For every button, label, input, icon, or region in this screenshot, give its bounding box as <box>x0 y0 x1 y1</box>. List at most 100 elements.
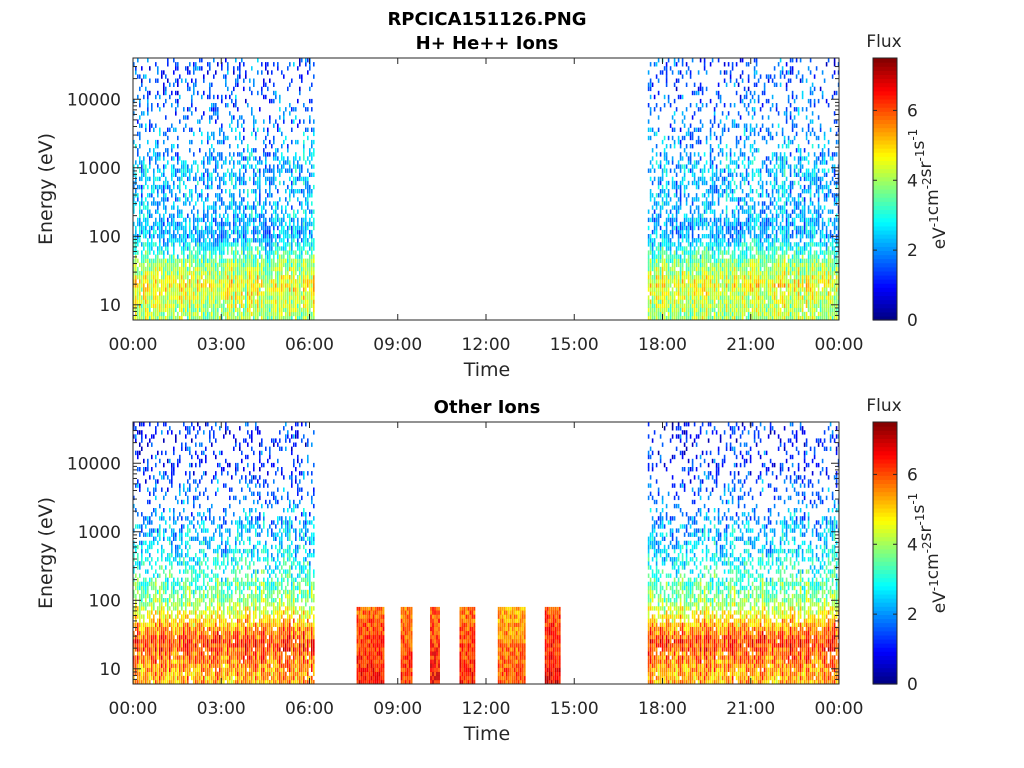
heatmap-cell <box>695 193 698 198</box>
heatmap-cell <box>191 111 193 116</box>
heatmap-cell <box>707 205 710 210</box>
heatmap-cell <box>163 262 165 268</box>
heatmap-cell <box>267 303 269 308</box>
heatmap-cell <box>289 193 291 198</box>
heatmap-cell <box>251 303 253 308</box>
heatmap-cell <box>749 189 752 194</box>
heatmap-cell <box>303 238 305 243</box>
heatmap-cell <box>295 311 297 317</box>
heatmap-cell <box>187 82 189 87</box>
heatmap-cell <box>739 172 742 177</box>
heatmap-cell <box>193 90 195 96</box>
heatmap-cell <box>291 205 293 210</box>
heatmap-cell <box>737 279 740 284</box>
heatmap-cell <box>291 283 293 288</box>
heatmap-cell <box>299 164 301 169</box>
heatmap-cell <box>667 287 670 292</box>
heatmap-cell <box>283 217 285 223</box>
heatmap-cell <box>737 156 740 161</box>
heatmap-cell <box>199 275 201 280</box>
heatmap-cell <box>221 254 223 259</box>
heatmap-cell <box>305 229 307 235</box>
heatmap-cell <box>287 168 289 173</box>
heatmap-cell <box>313 209 315 214</box>
heatmap-cell <box>693 172 696 177</box>
heatmap-cell <box>251 229 253 235</box>
heatmap-cell <box>739 221 742 227</box>
heatmap-cell <box>219 315 221 321</box>
heatmap-cell <box>213 283 215 288</box>
heatmap-cell <box>243 172 245 177</box>
heatmap-cell <box>289 299 291 304</box>
heatmap-cell <box>661 250 664 255</box>
heatmap-cell <box>299 62 301 67</box>
heatmap-cell <box>659 225 662 231</box>
heatmap-cell <box>759 279 762 284</box>
heatmap-cell <box>299 189 301 194</box>
heatmap-cell <box>149 213 151 218</box>
heatmap-cell <box>261 275 263 280</box>
heatmap-cell <box>703 275 706 280</box>
heatmap-cell <box>217 283 219 288</box>
heatmap-cell <box>177 270 179 276</box>
heatmap-cell <box>665 180 668 186</box>
heatmap-cell <box>675 172 678 177</box>
heatmap-cell <box>157 295 159 300</box>
heatmap-cell <box>153 189 155 194</box>
heatmap-cell <box>207 287 209 292</box>
heatmap-cell <box>677 70 680 75</box>
heatmap-cell <box>215 193 217 198</box>
heatmap-cell <box>647 168 650 173</box>
heatmap-cell <box>719 221 722 227</box>
heatmap-cell <box>709 164 712 169</box>
heatmap-cell <box>203 299 205 304</box>
heatmap-cell <box>207 131 209 137</box>
heatmap-cell <box>291 295 293 300</box>
heatmap-cell <box>663 283 666 288</box>
heatmap-cell <box>723 176 726 182</box>
heatmap-cell <box>273 287 275 292</box>
heatmap-cell <box>165 279 167 284</box>
heatmap-cell <box>293 262 295 268</box>
heatmap-cell <box>217 295 219 300</box>
heatmap-cell <box>665 66 668 71</box>
heatmap-cell <box>311 189 313 194</box>
heatmap-cell <box>247 254 249 259</box>
heatmap-cell <box>201 189 203 194</box>
heatmap-cell <box>289 287 291 292</box>
heatmap-cell <box>707 250 710 255</box>
heatmap-cell <box>715 176 718 182</box>
heatmap-cell <box>733 229 736 235</box>
heatmap-cell <box>647 275 650 280</box>
heatmap-cell <box>273 180 275 186</box>
heatmap-cell <box>241 234 243 239</box>
heatmap-cell <box>747 156 750 161</box>
heatmap-cell <box>249 164 251 169</box>
heatmap-cell <box>213 94 215 100</box>
heatmap-cell <box>671 262 674 268</box>
heatmap-cell <box>747 275 750 280</box>
heatmap-cell <box>313 254 315 259</box>
heatmap-cell <box>203 283 205 288</box>
heatmap-cell <box>735 262 738 268</box>
heatmap-cell <box>311 270 313 276</box>
heatmap-cell <box>667 262 670 268</box>
heatmap-cell <box>299 275 301 280</box>
heatmap-cell <box>263 238 265 243</box>
heatmap-cell <box>277 266 279 272</box>
heatmap-cell <box>727 164 730 169</box>
heatmap-cell <box>301 258 303 263</box>
heatmap-cell <box>303 193 305 198</box>
heatmap-cell <box>235 275 237 280</box>
heatmap-cell <box>731 270 734 276</box>
heatmap-cell <box>149 234 151 239</box>
heatmap-cell <box>313 242 315 247</box>
heatmap-cell <box>679 279 682 284</box>
heatmap-cell <box>259 180 261 186</box>
heatmap-cell <box>705 135 708 141</box>
heatmap-cell <box>687 127 690 132</box>
heatmap-cell <box>747 229 750 235</box>
panel-title: H+ He++ Ions <box>416 33 559 54</box>
heatmap-cell <box>693 299 696 304</box>
heatmap-cell <box>271 283 273 288</box>
